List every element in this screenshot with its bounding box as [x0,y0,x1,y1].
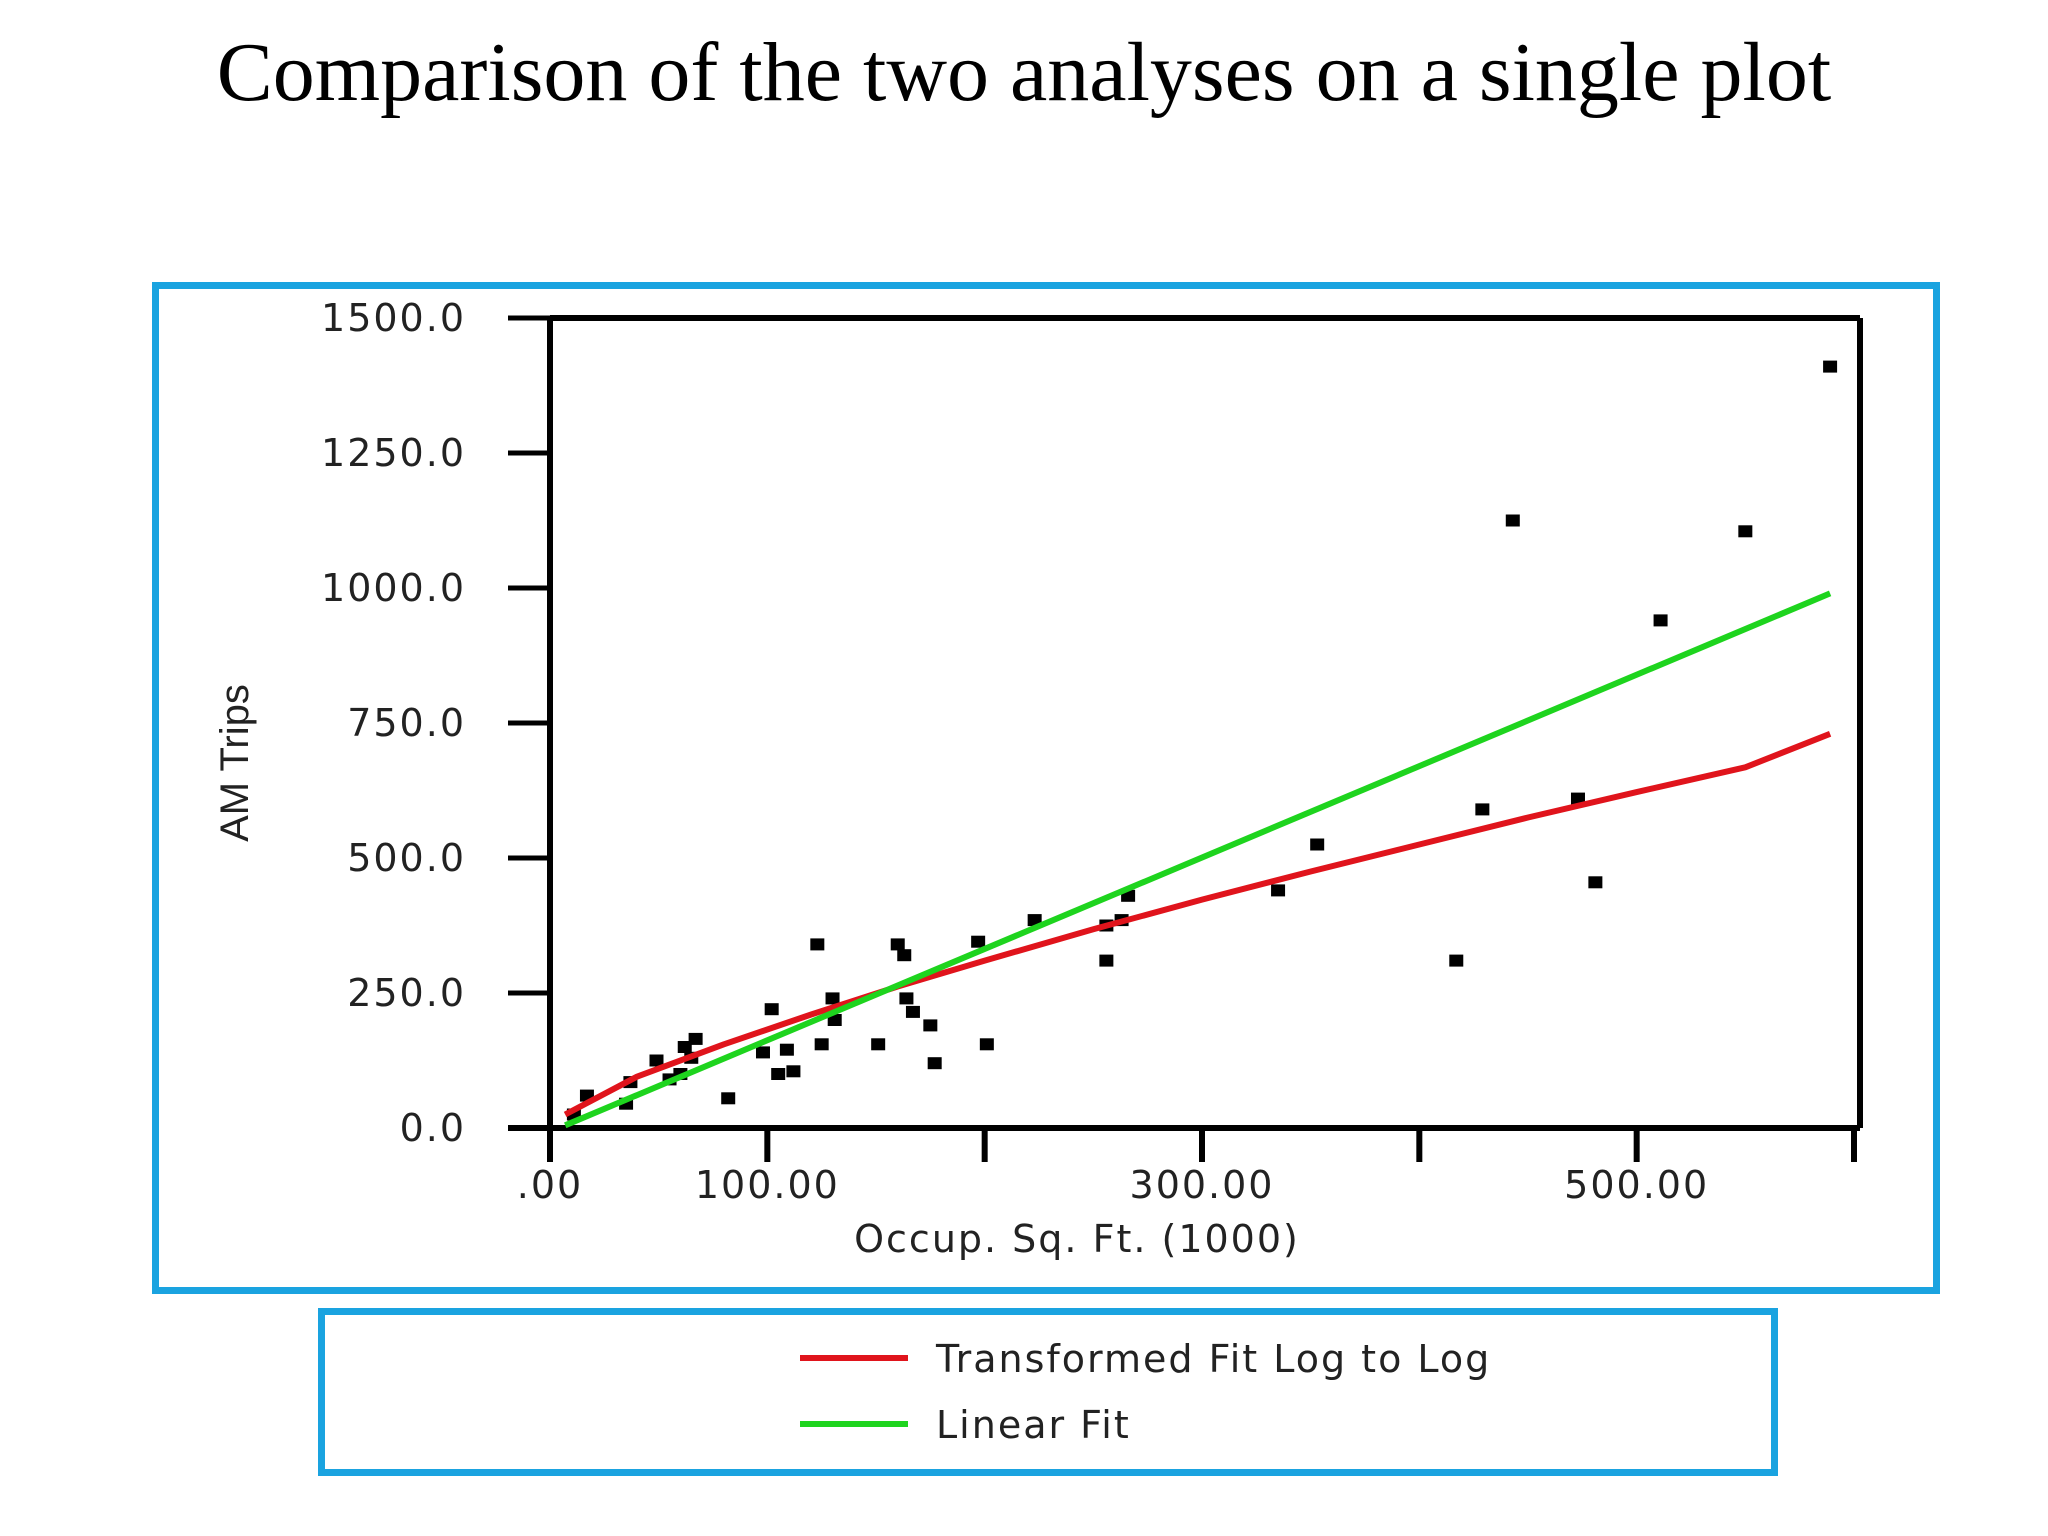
data-point [1449,954,1464,967]
y-tick-label: 750.0 [347,701,466,745]
data-point [971,935,986,948]
data-point [899,992,914,1005]
data-point [688,1032,703,1045]
x-axis-ticks: .00 100.00 300.00 500.00 [517,1128,1857,1207]
data-point [786,1065,801,1078]
plot-frame [152,282,1940,1294]
y-tick-label: 1250.0 [321,431,466,475]
data-point [814,1038,829,1051]
y-tick-label: 0.0 [400,1106,466,1150]
data-point [755,1046,770,1059]
data-point [825,992,840,1005]
y-tick-label: 250.0 [347,971,466,1015]
data-point [1653,614,1668,627]
data-points [566,360,1838,1121]
legend: Transformed Fit Log to Log Linear Fit [800,1337,1491,1447]
fit-lines [563,590,1832,1129]
data-point [1310,838,1325,851]
data-point [649,1054,664,1067]
data-point [1588,876,1603,889]
y-axis-ticks: 0.0 250.0 500.0 750.0 1000.0 1250.0 1500.0 [321,296,550,1150]
data-point [890,938,905,951]
data-point [771,1068,786,1080]
data-point [677,1041,692,1053]
x-tick-label: .00 [517,1163,583,1207]
data-point [1505,514,1520,527]
slide-title: Comparison of the two analyses on a sing… [216,26,1832,119]
data-point [721,1092,736,1105]
x-tick-label: 100.00 [695,1163,840,1207]
data-point [897,949,912,962]
data-point [1027,914,1042,927]
x-axis-title: Occup. Sq. Ft. (1000) [854,1217,1300,1261]
legend-label: Transformed Fit Log to Log [935,1337,1491,1381]
data-point [1823,360,1838,373]
data-point [1099,954,1114,967]
data-point [923,1019,938,1032]
data-point [1475,803,1490,816]
data-point [1271,884,1286,897]
data-point [905,1005,920,1018]
data-point [1738,525,1753,538]
data-point [1570,792,1585,805]
plot-area [508,315,1863,1160]
x-tick-label: 300.00 [1130,1163,1275,1207]
y-tick-label: 500.0 [347,836,466,880]
data-point [827,1014,842,1026]
data-point [779,1043,794,1056]
linear-fit-line [564,590,1832,1129]
y-tick-label: 1000.0 [321,566,466,610]
data-point [871,1038,886,1051]
data-point [810,938,825,951]
x-tick-label: 500.00 [1564,1163,1709,1207]
y-tick-label: 1500.0 [321,296,466,340]
data-point [979,1038,994,1051]
legend-box [318,1308,1778,1476]
log-fit-line [563,731,1832,1118]
data-point [764,1003,779,1016]
data-point [927,1057,942,1070]
legend-label: Linear Fit [936,1403,1131,1447]
y-axis-title: AM Trips [213,684,257,842]
